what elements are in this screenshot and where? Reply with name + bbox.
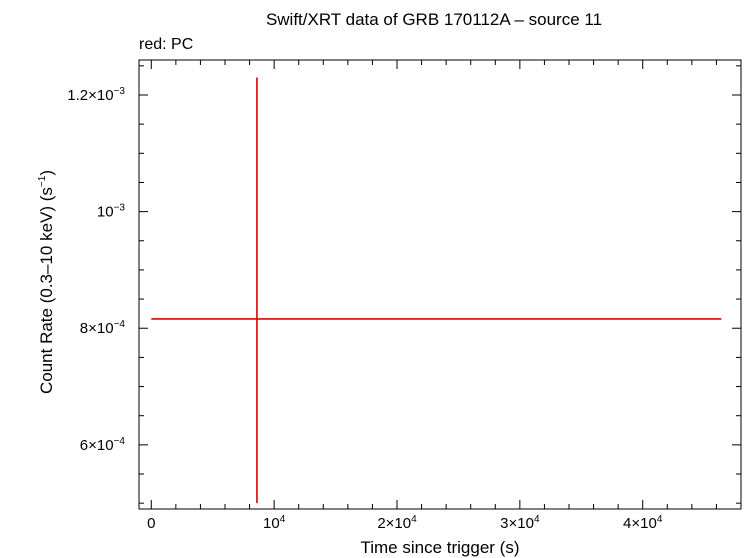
chart-subtitle: red: PC (139, 36, 193, 53)
chart-title: Swift/XRT data of GRB 170112A – source 1… (266, 10, 602, 29)
y-axis-label: Count Rate (0.3–10 keV) (s−1) (37, 170, 56, 394)
x-tick-label: 3×104 (500, 514, 540, 532)
tick-labels: 0 104 2×104 3×104 4×104 6×10−4 8×10−4 10−3 1.2×1… (67, 86, 663, 532)
x-tick-label: 0 (147, 515, 155, 532)
y-axis-label-exponent: −1 (37, 175, 48, 187)
x-axis-label: Time since trigger (s) (360, 538, 519, 557)
y-axis-label-main: Count Rate (0.3–10 keV) (s (37, 187, 56, 394)
y-axis-label-close: ) (37, 170, 56, 176)
x-tick-label: 2×104 (377, 514, 417, 532)
plot-frame (138, 59, 742, 510)
x-tick-label: 4×104 (623, 514, 663, 532)
y-tick-label: 1.2×10−3 (67, 86, 125, 104)
data-series (151, 77, 722, 504)
x-tick-label: 104 (263, 514, 286, 532)
axis-ticks (139, 60, 741, 509)
y-tick-label: 8×10−4 (80, 319, 126, 337)
y-tick-label: 10−3 (97, 203, 126, 221)
y-tick-label: 6×10−4 (80, 436, 126, 454)
